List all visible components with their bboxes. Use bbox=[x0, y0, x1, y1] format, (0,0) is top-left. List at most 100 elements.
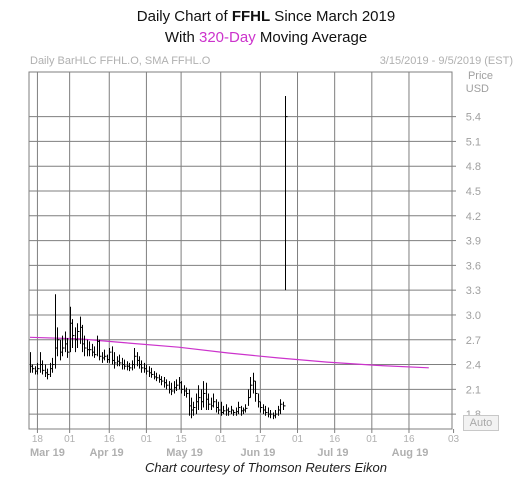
hlc-bar bbox=[89, 341, 92, 357]
title-prefix: Daily Chart of bbox=[136, 8, 232, 25]
hlc-bar bbox=[285, 95, 288, 291]
y-tick-label: 4.5 bbox=[466, 186, 481, 198]
hlc-bar bbox=[141, 360, 144, 373]
x-tick-label: 03 bbox=[448, 434, 460, 445]
hlc-bar bbox=[146, 364, 149, 375]
hlc-bar bbox=[233, 409, 236, 416]
hlc-bar bbox=[52, 357, 55, 373]
hlc-bar bbox=[42, 360, 45, 375]
title-line2-suffix: Moving Average bbox=[255, 29, 368, 46]
y-tick-label: 2.7 bbox=[466, 335, 481, 347]
hlc-bar bbox=[193, 401, 196, 416]
x-tick-label: 01 bbox=[141, 434, 153, 445]
hlc-bar bbox=[265, 405, 268, 416]
hlc-bar bbox=[166, 379, 169, 390]
y-axis-title-price: Price bbox=[468, 70, 493, 82]
y-tick-label: 5.4 bbox=[466, 112, 481, 124]
hlc-bar bbox=[250, 376, 253, 398]
x-month-label: Jul 19 bbox=[317, 447, 348, 459]
y-tick-label: 2.4 bbox=[466, 360, 481, 372]
x-tick-label: 01 bbox=[366, 434, 378, 445]
hlc-bar bbox=[37, 362, 40, 375]
hlc-bar bbox=[171, 382, 174, 396]
hlc-bar bbox=[198, 385, 201, 410]
hlc-bar bbox=[255, 381, 258, 402]
chart-header-right: 3/15/2019 - 9/5/2019 (EST) bbox=[380, 55, 513, 67]
chart-header-left: Daily BarHLC FFHL.O, SMA FFHL.O bbox=[30, 55, 211, 67]
hlc-bar bbox=[134, 348, 137, 369]
hlc-bar bbox=[114, 352, 117, 369]
hlc-bar bbox=[270, 409, 273, 419]
x-tick-label: 01 bbox=[215, 434, 227, 445]
hlc-bar bbox=[77, 323, 80, 349]
hlc-bar bbox=[151, 367, 154, 378]
hlc-bar bbox=[67, 338, 70, 358]
plot-area bbox=[28, 71, 453, 430]
sma-series bbox=[29, 336, 429, 369]
auto-scale-button[interactable]: Auto bbox=[463, 415, 499, 431]
y-tick-label: 4.8 bbox=[466, 161, 481, 173]
chart-credit: Chart courtesy of Thomson Reuters Eikon bbox=[144, 460, 388, 475]
hlc-bar bbox=[181, 381, 184, 394]
x-month-label: May 19 bbox=[166, 447, 203, 459]
y-axis-title-currency: USD bbox=[466, 83, 489, 95]
hlc-bar bbox=[260, 401, 263, 413]
x-month-label: Aug 19 bbox=[392, 447, 429, 459]
y-tick-label: 4.2 bbox=[466, 211, 481, 223]
x-tick-label: 16 bbox=[403, 434, 415, 445]
title-ticker: FFHL bbox=[231, 8, 271, 25]
hlc-bar bbox=[223, 405, 226, 415]
hlc-bar bbox=[186, 387, 189, 398]
hlc-bar bbox=[94, 346, 97, 358]
hlc-bar bbox=[47, 368, 50, 380]
grid-lines bbox=[29, 72, 452, 429]
x-month-label: Apr 19 bbox=[89, 447, 123, 459]
hlc-bar bbox=[57, 327, 60, 357]
x-month-label: Mar 19 bbox=[30, 447, 65, 459]
y-tick-label: 3.9 bbox=[466, 236, 481, 248]
y-tick-label: 2.1 bbox=[466, 384, 481, 396]
y-axis: 1.82.12.42.73.03.33.63.94.24.54.85.15.4 bbox=[452, 112, 481, 421]
x-tick-label: 16 bbox=[329, 434, 341, 445]
hlc-bar bbox=[104, 349, 107, 361]
x-tick-label: 01 bbox=[292, 434, 304, 445]
hlc-bar-series bbox=[30, 95, 288, 420]
x-tick-label: 15 bbox=[176, 434, 188, 445]
hlc-bar bbox=[109, 348, 112, 363]
hlc-bar bbox=[213, 393, 216, 408]
x-tick-label: 18 bbox=[32, 434, 44, 445]
x-axis: 18 01 16 01 15 01 17 01 16 01 16 03 Mar 19 Apr 19 May … bbox=[30, 429, 460, 459]
hlc-bar bbox=[129, 362, 132, 372]
title-line2-prefix: With bbox=[164, 29, 199, 46]
y-tick-label: 5.1 bbox=[466, 136, 481, 148]
hlc-bar bbox=[156, 372, 159, 382]
hlc-bar bbox=[275, 409, 278, 419]
hlc-bar bbox=[119, 354, 122, 367]
y-tick-label: 3.6 bbox=[466, 260, 481, 272]
hlc-bar bbox=[32, 364, 35, 373]
y-tick-label: 3.0 bbox=[466, 310, 481, 322]
sma-line bbox=[29, 336, 429, 369]
hlc-bar bbox=[208, 393, 211, 410]
hlc-bar bbox=[62, 335, 65, 357]
x-tick-label: 16 bbox=[104, 434, 116, 445]
hlc-bar bbox=[228, 407, 231, 416]
hlc-bar bbox=[176, 379, 179, 391]
hlc-bar bbox=[218, 401, 221, 415]
hlc-bar bbox=[203, 381, 206, 408]
title-line-1: Daily Chart of FFHL Since March 2019 bbox=[0, 6, 532, 27]
x-tick-label: 01 bbox=[64, 434, 76, 445]
hlc-bar bbox=[238, 401, 241, 415]
hlc-bar bbox=[84, 335, 87, 357]
hlc-bar bbox=[161, 376, 164, 386]
hlc-bar bbox=[283, 401, 286, 410]
x-tick-label: 17 bbox=[255, 434, 267, 445]
title-line-2: With 320-Day Moving Average bbox=[0, 27, 532, 48]
hlc-bar bbox=[280, 399, 283, 415]
hlc-bar bbox=[72, 319, 75, 349]
title-sma-period: 320-Day bbox=[199, 29, 256, 46]
hlc-bar bbox=[245, 404, 248, 413]
hlc-bar bbox=[124, 359, 127, 370]
x-month-label: Jun 19 bbox=[241, 447, 276, 459]
